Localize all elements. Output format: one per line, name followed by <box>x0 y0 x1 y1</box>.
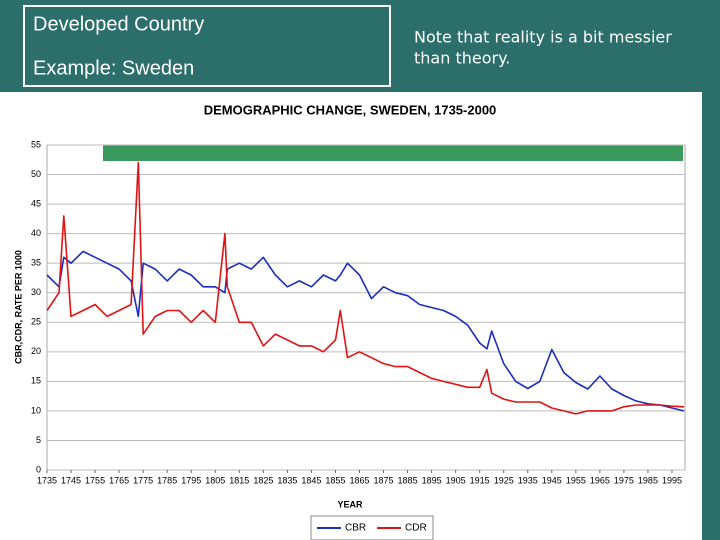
y-tick-label: 5 <box>36 435 41 445</box>
y-tick-label: 40 <box>31 228 41 238</box>
x-tick-label: 1815 <box>229 475 249 485</box>
band <box>103 145 683 161</box>
y-tick-label: 15 <box>31 376 41 386</box>
y-tick-label: 10 <box>31 405 41 415</box>
y-tick-label: 35 <box>31 258 41 268</box>
y-tick-label: 55 <box>31 139 41 149</box>
title-box <box>23 5 391 87</box>
y-tick-label: 20 <box>31 346 41 356</box>
series-line <box>46 161 685 415</box>
x-tick-label: 1975 <box>614 475 634 485</box>
y-tick-label: 30 <box>31 287 41 297</box>
note-text: Note that reality is a bit messier <box>414 28 672 47</box>
x-tick-label: 1795 <box>181 475 201 485</box>
x-tick-label: 1805 <box>205 475 225 485</box>
x-tick-label: 1915 <box>470 475 490 485</box>
chart-panel <box>0 92 702 540</box>
y-tick-label: 50 <box>31 169 41 179</box>
note-text: than theory. <box>414 49 510 68</box>
x-tick-label: 1865 <box>349 475 369 485</box>
x-tick-label: 1835 <box>277 475 297 485</box>
box-line: Developed Country <box>33 13 204 35</box>
x-tick-label: 1845 <box>301 475 321 485</box>
x-tick-label: 1825 <box>253 475 273 485</box>
x-tick-label: 1965 <box>590 475 610 485</box>
x-tick-label: 1765 <box>109 475 129 485</box>
x-tick-label: 1955 <box>566 475 586 485</box>
legend-label: CBR <box>345 523 366 534</box>
x-tick-label: 1745 <box>61 475 81 485</box>
x-axis-label: YEAR <box>337 499 363 509</box>
x-tick-label: 1785 <box>157 475 177 485</box>
x-tick-label: 1885 <box>398 475 418 485</box>
x-tick-label: 1755 <box>85 475 105 485</box>
x-tick-label: 1925 <box>494 475 514 485</box>
x-tick-label: 1775 <box>133 475 153 485</box>
y-tick-label: 45 <box>31 198 41 208</box>
y-tick-label: 0 <box>36 464 41 474</box>
chart-title: DEMOGRAPHIC CHANGE, SWEDEN, 1735-2000 <box>204 102 497 117</box>
x-tick-label: 1875 <box>374 475 394 485</box>
box-line: Example: Sweden <box>33 57 194 79</box>
x-tick-label: 1735 <box>37 475 57 485</box>
y-axis-label: CBR,CDR, RATE PER 1000 <box>13 250 23 364</box>
x-tick-label: 1945 <box>542 475 562 485</box>
legend-label: CDR <box>405 523 427 534</box>
x-tick-label: 1855 <box>325 475 345 485</box>
x-tick-label: 1905 <box>446 475 466 485</box>
x-tick-label: 1985 <box>638 475 658 485</box>
y-tick-label: 25 <box>31 317 41 327</box>
x-tick-label: 1995 <box>662 475 682 485</box>
x-tick-label: 1895 <box>422 475 442 485</box>
x-tick-label: 1935 <box>518 475 538 485</box>
